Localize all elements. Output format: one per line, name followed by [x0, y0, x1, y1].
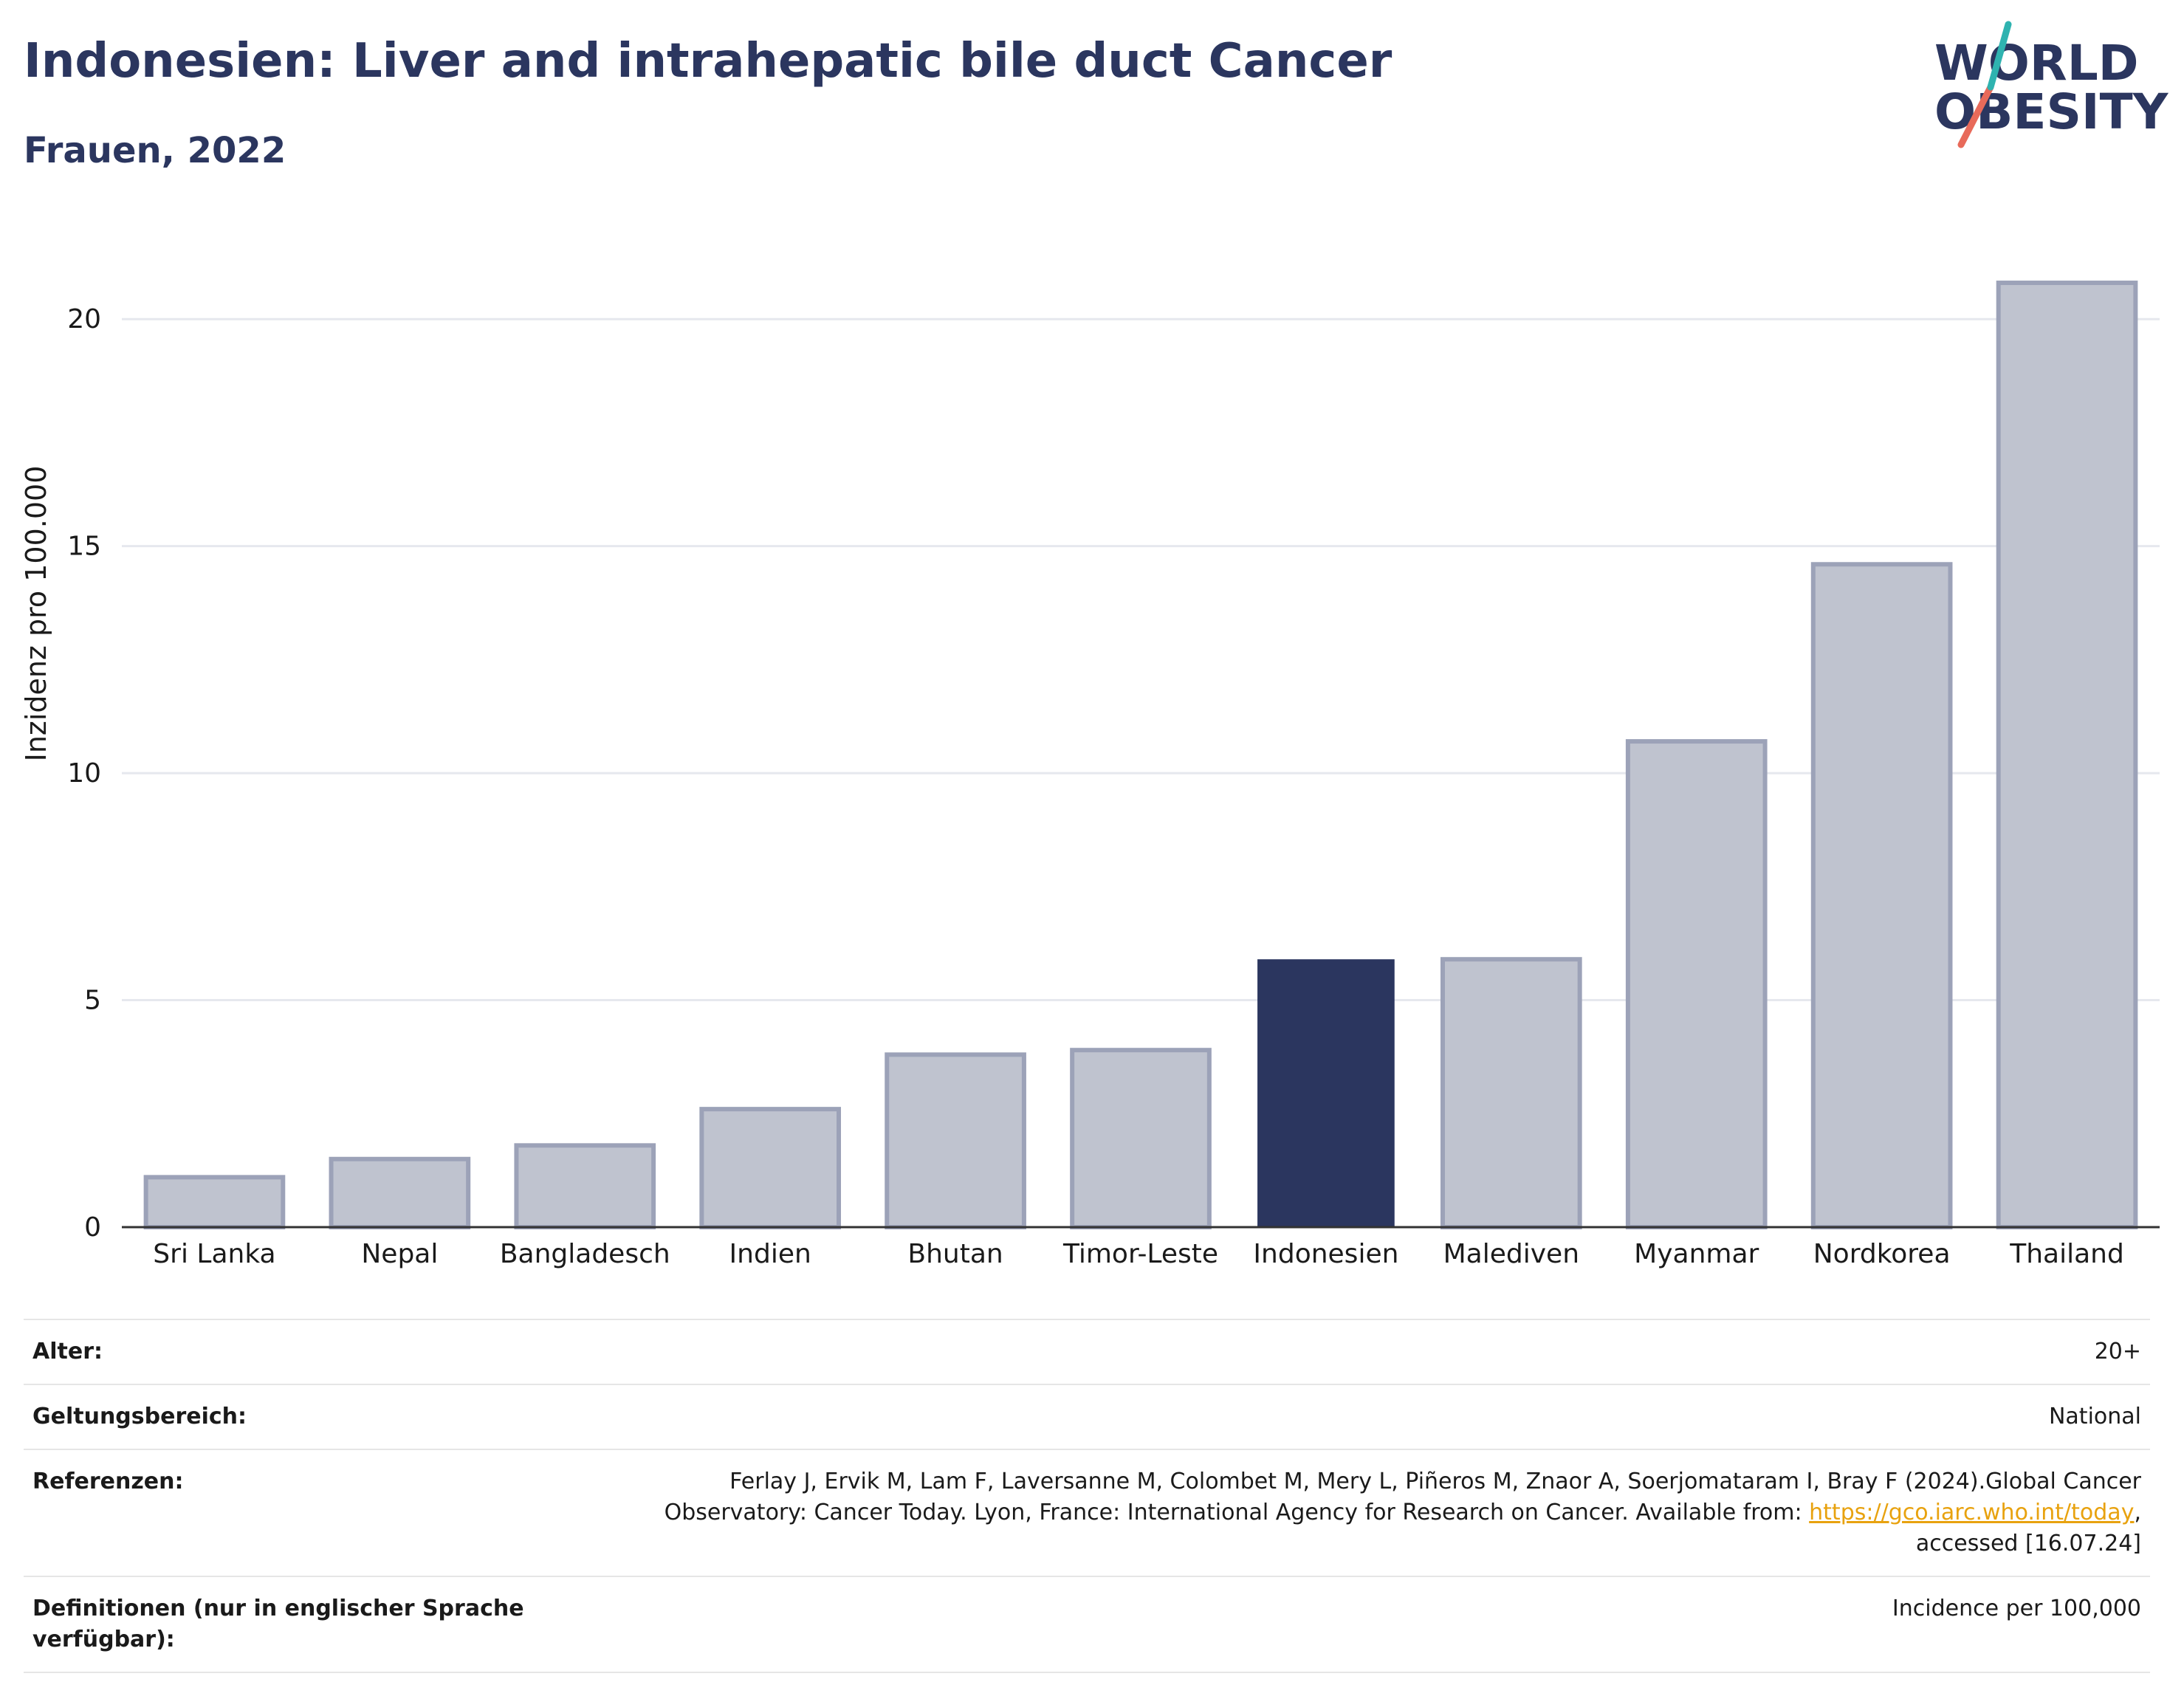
logo-word-1: WORLD [1934, 35, 2139, 92]
bar [1996, 281, 2138, 1229]
bar-chart: 0 5 10 15 20 Sri Lanka Nepal Bangladesch Indien… [20, 281, 2160, 1269]
bar [699, 1107, 842, 1230]
world-obesity-logo: WORLD OBESITY [1934, 21, 2169, 148]
x-tick-label: Malediven [1443, 1239, 1579, 1269]
bars [143, 281, 2138, 1230]
meta-row-scope: Geltungsbereich: National [24, 1384, 2150, 1449]
x-tick-label: Timor-Leste [1062, 1239, 1218, 1269]
logo-slash-teal [1987, 21, 2012, 91]
references-link[interactable]: https://gco.iarc.who.int/today [1809, 1500, 2135, 1525]
bar [885, 1052, 1026, 1230]
meta-row-references: Referenzen: Ferlay J, Ervik M, Lam F, La… [24, 1449, 2150, 1576]
y-tick-label: 5 [84, 986, 101, 1016]
logo-slash-red [1957, 83, 1994, 148]
definitions-label: Definitionen (nur in englischer Sprache … [32, 1596, 524, 1652]
y-tick-label: 0 [84, 1212, 101, 1243]
logo-word-2: OBESITY [1934, 83, 2169, 140]
metadata-table: Alter: 20+ Geltungsbereich: National Ref… [24, 1319, 2150, 1673]
chart-title: Indonesien: Liver and intrahepatic bile … [24, 34, 1393, 89]
x-tick-label: Bangladesch [500, 1239, 670, 1269]
x-tick-label: Nordkorea [1813, 1239, 1951, 1269]
chart-subtitle: Frauen, 2022 [24, 130, 286, 171]
y-tick-label: 10 [67, 758, 101, 789]
bar [329, 1156, 471, 1230]
x-tick-label: Indonesien [1253, 1239, 1398, 1269]
meta-row-definitions: Definitionen (nur in englischer Sprache … [24, 1576, 2150, 1673]
references-accessed: , accessed [16.07.24] [1915, 1500, 2141, 1556]
bar [1070, 1048, 1212, 1229]
y-axis-title: Inzidenz pro 100.000 [20, 466, 52, 762]
x-tick-label: Bhutan [907, 1239, 1003, 1269]
scope-value: National [2048, 1404, 2141, 1429]
x-tick-label: Myanmar [1634, 1239, 1759, 1269]
references-text: Ferlay J, Ervik M, Lam F, Laversanne M, … [664, 1469, 2141, 1525]
definitions-value: Incidence per 100,000 [1892, 1596, 2141, 1621]
y-tick-label: 20 [67, 304, 101, 334]
x-tick-label: Thailand [2009, 1239, 2124, 1269]
references-value: Ferlay J, Ervik M, Lam F, Laversanne M, … [591, 1466, 2141, 1559]
x-tick-label: Indien [729, 1239, 811, 1269]
bar [514, 1143, 656, 1229]
bar [1625, 739, 1768, 1229]
age-label: Alter: [32, 1339, 103, 1364]
references-label: Referenzen: [32, 1469, 184, 1494]
scope-label: Geltungsbereich: [32, 1404, 247, 1429]
y-axis-ticks: 0 5 10 15 20 [67, 304, 101, 1243]
x-axis-ticks: Sri Lanka Nepal Bangladesch Indien Bhutan Tim… [153, 1239, 2124, 1269]
bar-highlighted [1257, 959, 1395, 1227]
x-tick-label: Sri Lanka [153, 1239, 275, 1269]
x-tick-label: Nepal [361, 1239, 438, 1269]
y-tick-label: 15 [67, 532, 101, 562]
age-value: 20+ [2094, 1339, 2141, 1364]
bar [143, 1175, 286, 1229]
bar [1810, 562, 1953, 1229]
bar [1440, 957, 1582, 1230]
meta-row-age: Alter: 20+ [24, 1319, 2150, 1384]
